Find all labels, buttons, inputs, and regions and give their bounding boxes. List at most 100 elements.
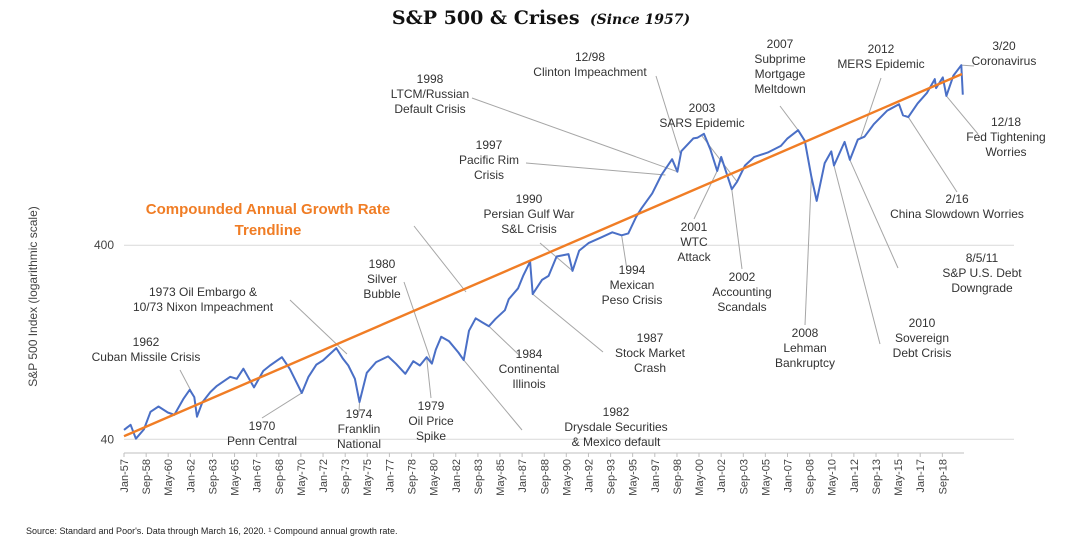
annotation-leader-line [833,165,881,345]
event-annotation-line: Mortgage [755,67,806,81]
event-annotation-line: 2002 [729,270,756,284]
chart-subtitle: (Since 1957) [590,12,690,28]
x-tick-label: Sep-63 [208,459,220,494]
annotation-leader-line [532,293,604,353]
event-annotation-line: 2007 [767,37,794,51]
annotation-leader-line [426,357,432,399]
event-annotation: 1987 Stock Market Crash [615,331,686,375]
event-annotation-line: 1962 [133,335,160,349]
x-tick-label: Jan-92 [583,459,595,493]
event-annotation-line: Scandals [717,300,766,314]
x-tick-label: Sep-03 [738,459,750,494]
event-annotation-line: 1982 [603,405,630,419]
source-note: Source: Standard and Poor's. Data throug… [26,526,397,536]
x-tick-label: Sep-58 [141,459,153,494]
trendline-series [123,72,963,438]
annotation-leader-line [655,75,681,154]
annotation-leader-line [945,95,979,135]
event-annotation-line: 2008 [792,326,819,340]
event-annotation-line: Subprime [754,52,806,66]
event-annotation-line: Drysdale Securities [564,420,667,434]
event-annotation-line: WTC [680,235,708,249]
event-annotation-line: Downgrade [951,281,1013,295]
event-annotation-line: 1984 [516,347,543,361]
x-tick-label: Sep-98 [672,459,684,494]
annotation-leader-line [471,97,678,173]
event-annotation: 2008 Lehman Bankruptcy [775,326,835,370]
event-annotation: 1994 Mexican Peso Crisis [602,263,663,307]
annotation-leader-line [525,162,666,176]
event-annotation-line: Pacific Rim [459,153,519,167]
x-tick-label: Jan-62 [185,459,197,493]
event-annotation-line: China Slowdown Worries [890,207,1024,221]
event-annotation-line: Cuban Missile Crisis [92,350,201,364]
chart-title-main: S&P 500 & Crises [392,7,580,29]
event-annotation-line: Mexican [610,278,655,292]
annotation-leader-line [804,176,812,326]
x-tick-label: May-70 [296,459,308,496]
x-tick-label: May-10 [827,459,839,496]
event-annotation: 3/20 Coronavirus [972,39,1037,68]
annotation-leader-line [849,159,899,269]
y-tick-label: 400 [94,238,114,252]
x-tick-label: Sep-68 [274,459,286,494]
annotation-leader-line [358,401,361,413]
x-tick-label: May-15 [893,459,905,496]
event-annotation-line: Oil Price [408,414,454,428]
event-annotation-line: Coronavirus [972,54,1037,68]
event-annotation-line: Stock Market [615,346,686,360]
event-annotation-line: 1994 [619,263,646,277]
event-annotation-line: 1970 [249,419,276,433]
x-tick-label: Jan-17 [915,459,927,493]
event-annotation-line: MERS Epidemic [837,57,924,71]
x-tick-label: Jan-87 [517,459,529,493]
event-annotation: 1990 Persian Gulf War S&L Crisis [484,192,575,236]
event-annotation-line: Accounting [712,285,771,299]
event-annotation-line: National [337,437,381,451]
annotation-leader-line [731,189,743,270]
event-annotation-line: 1997 [476,138,503,152]
x-tick-label: May-65 [230,459,242,496]
annotation-leader-line [907,116,958,193]
x-tick-label: Jan-02 [716,459,728,493]
event-annotation: 2012 MERS Epidemic [837,42,924,71]
event-annotation-line: Bubble [363,287,401,301]
event-annotation-line: 2/16 [945,192,969,206]
event-annotation-line: LTCM/Russian [391,87,469,101]
x-tick-label: May-95 [628,459,640,496]
x-tick-label: Sep-13 [871,459,883,494]
event-annotation: 2002 Accounting Scandals [712,270,771,314]
annotation-leader-line [488,325,520,356]
event-annotation-line: 10/73 Nixon Impeachment [133,300,274,314]
event-annotation-line: Continental [499,362,560,376]
event-annotation-line: Illinois [512,377,545,391]
annotations: 1962 Cuban Missile Crisis 1970 Penn Central… [92,37,1046,451]
x-tick-label: May-90 [561,459,573,496]
trendline-label: Compounded Annual Growth Rate Trendline [146,201,390,239]
x-tick-label: Jan-72 [318,459,330,493]
series-lines [123,64,964,440]
event-annotation-line: Clinton Impeachment [533,65,647,79]
x-tick-label: Jan-67 [252,459,264,493]
event-annotation-line: Spike [416,429,446,443]
x-tick-label: May-80 [429,459,441,496]
x-tick-label: Sep-83 [473,459,485,494]
event-annotation: 12/98 Clinton Impeachment [533,50,647,79]
annotation-leader-line [961,64,975,67]
event-annotation: 1980 Silver Bubble [363,257,401,301]
event-annotation: 1979 Oil Price Spike [408,399,454,443]
event-annotation: 8/5/11 S&P U.S. Debt Downgrade [942,251,1022,295]
event-annotation-line: Penn Central [227,434,297,448]
event-annotation-line: 1990 [516,192,543,206]
event-annotation-line: 2001 [681,220,708,234]
event-annotation-line: Franklin [338,422,381,436]
event-annotation-line: Default Crisis [394,102,465,116]
event-annotation-line: 12/98 [575,50,605,64]
event-annotation-line: 8/5/11 [966,251,999,265]
x-tick-label: Jan-12 [849,459,861,493]
event-annotation: 1973 Oil Embargo & 10/73 Nixon Impeachmen… [133,285,274,314]
trendline-label-line: Trendline [235,222,302,239]
x-tick-label: Sep-73 [340,459,352,494]
annotation-leader-line [261,392,303,419]
event-annotation-line: 12/18 [991,115,1021,129]
